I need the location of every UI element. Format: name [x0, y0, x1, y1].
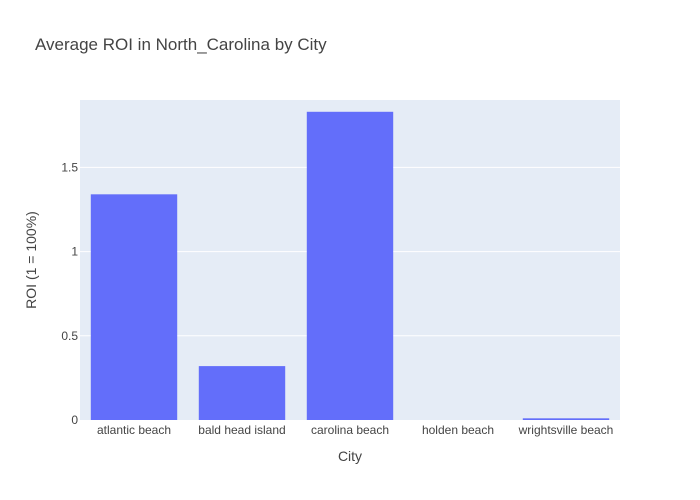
bars	[90, 111, 610, 420]
y-tick-label: 1.5	[61, 160, 78, 174]
y-axis-ticks: 0 0.5 1 1.5	[61, 160, 78, 427]
x-axis-ticks: atlantic beach bald head island carolina b…	[97, 423, 613, 437]
bar	[306, 111, 394, 420]
y-tick-label: 1	[71, 245, 78, 259]
chart-title: Average ROI in North_Carolina by City	[35, 35, 327, 54]
y-axis-label: ROI (1 = 100%)	[23, 211, 39, 309]
x-tick-label: atlantic beach	[97, 423, 171, 437]
bar	[198, 366, 286, 420]
y-tick-label: 0	[71, 413, 78, 427]
bar	[90, 194, 178, 420]
y-tick-label: 0.5	[61, 329, 78, 343]
x-tick-label: wrightsville beach	[518, 423, 614, 437]
bar	[522, 418, 610, 420]
x-axis-label: City	[338, 448, 362, 464]
x-tick-label: bald head island	[198, 423, 285, 437]
x-tick-label: carolina beach	[311, 423, 389, 437]
x-tick-label: holden beach	[422, 423, 494, 437]
